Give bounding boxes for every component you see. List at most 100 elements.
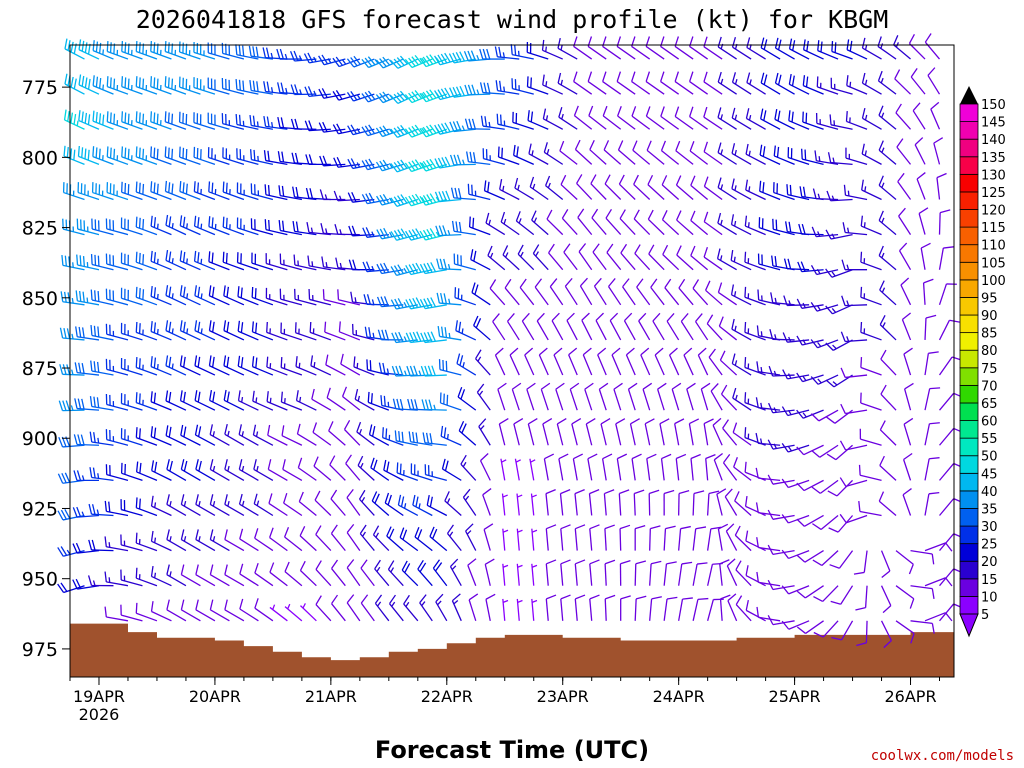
barb-shaft <box>150 50 172 60</box>
barb-half-flag <box>386 368 390 374</box>
barb-shaft <box>453 230 476 236</box>
barb-flag <box>511 382 522 390</box>
barb-shaft <box>575 149 593 165</box>
barb-shaft <box>787 304 810 307</box>
barb-flag <box>760 37 765 48</box>
barb-flag <box>569 382 580 390</box>
barb-flag <box>182 182 185 193</box>
wind-barb <box>325 354 346 376</box>
barb-shaft <box>268 502 288 517</box>
wind-barb <box>150 495 172 517</box>
barb-flag <box>407 398 411 410</box>
wind-barb <box>179 390 201 411</box>
barb-shaft <box>395 339 418 344</box>
colorbar-label: 70 <box>981 379 998 394</box>
barb-shaft <box>845 409 868 415</box>
barb-flag <box>609 312 619 322</box>
barb-flag <box>93 432 96 443</box>
wind-barb <box>135 497 158 517</box>
wind-barb <box>719 559 730 586</box>
barb-flag <box>165 249 169 261</box>
wind-barb <box>353 356 375 376</box>
barb-flag <box>415 228 422 238</box>
barb-flag <box>456 120 462 132</box>
barb-shaft <box>566 320 578 341</box>
barb-shaft <box>774 118 795 130</box>
barb-flag <box>284 561 290 572</box>
barb-shaft <box>236 158 259 166</box>
barb-flag <box>388 528 395 539</box>
barb-shaft <box>91 370 114 376</box>
wind-barb <box>310 355 332 376</box>
barb-flag <box>415 262 422 273</box>
barb-flag <box>496 113 499 125</box>
barb-flag <box>453 154 458 165</box>
barb-shaft <box>543 458 549 481</box>
barb-shaft <box>732 81 752 95</box>
barb-flag <box>405 230 412 241</box>
wind-barb <box>294 322 317 341</box>
barb-half-flag <box>403 267 408 274</box>
barb-shaft <box>340 363 361 376</box>
barb-flag <box>281 220 285 232</box>
barb-flag <box>384 329 389 341</box>
barb-shaft <box>179 156 201 165</box>
wind-barb <box>924 387 941 411</box>
barb-shaft <box>536 320 549 341</box>
wind-barb <box>371 491 390 516</box>
wind-barb <box>88 503 114 517</box>
barb-shaft <box>896 146 912 165</box>
barb-flag <box>755 467 759 479</box>
barb-shaft <box>603 149 622 165</box>
wind-barb <box>263 115 288 130</box>
barb-flag <box>337 289 340 300</box>
barb-flag <box>153 427 157 439</box>
wind-barb <box>587 71 607 95</box>
barb-shaft <box>136 121 158 130</box>
barb-shaft <box>744 331 766 341</box>
barb-shaft <box>722 462 738 481</box>
barb-shaft <box>703 81 723 95</box>
barb-shaft <box>840 585 854 605</box>
barb-shaft <box>136 86 158 95</box>
barb-shaft <box>558 458 564 481</box>
wind-barb <box>802 111 824 130</box>
barb-flag <box>102 114 105 126</box>
barb-flag <box>681 561 693 565</box>
barb-shaft <box>497 56 520 60</box>
wind-barb <box>239 528 259 552</box>
wind-barb <box>208 285 230 306</box>
barb-flag <box>94 290 97 301</box>
barb-shaft <box>397 128 419 138</box>
barb-flag <box>382 91 390 101</box>
wind-barb <box>193 250 216 271</box>
barb-flag <box>410 399 415 410</box>
barb-shaft <box>573 81 593 95</box>
barb-flag <box>361 194 368 204</box>
barb-flag <box>372 525 380 536</box>
barb-shaft <box>389 603 404 622</box>
wind-barb <box>419 158 447 172</box>
barb-flag <box>393 230 401 240</box>
barb-flag <box>282 459 286 470</box>
wind-barb <box>853 550 868 575</box>
barb-shaft <box>267 434 288 446</box>
barb-flag <box>777 110 781 122</box>
wind-barb <box>589 559 600 586</box>
barb-half-flag <box>391 601 396 607</box>
barb-flag <box>364 125 372 135</box>
barb-shaft <box>136 366 158 376</box>
barb-shaft <box>179 86 201 95</box>
barb-shaft <box>772 409 795 414</box>
wind-barb <box>924 33 941 60</box>
barb-flag <box>846 75 849 86</box>
barb-shaft <box>383 469 404 481</box>
barb-flag <box>60 582 68 592</box>
barb-flag <box>574 139 581 150</box>
barb-flag <box>763 110 767 121</box>
barb-flag <box>661 175 668 186</box>
barb-half-flag <box>864 114 868 121</box>
barb-flag <box>150 181 153 192</box>
barb-flag <box>939 209 951 214</box>
wind-barb <box>719 594 731 621</box>
